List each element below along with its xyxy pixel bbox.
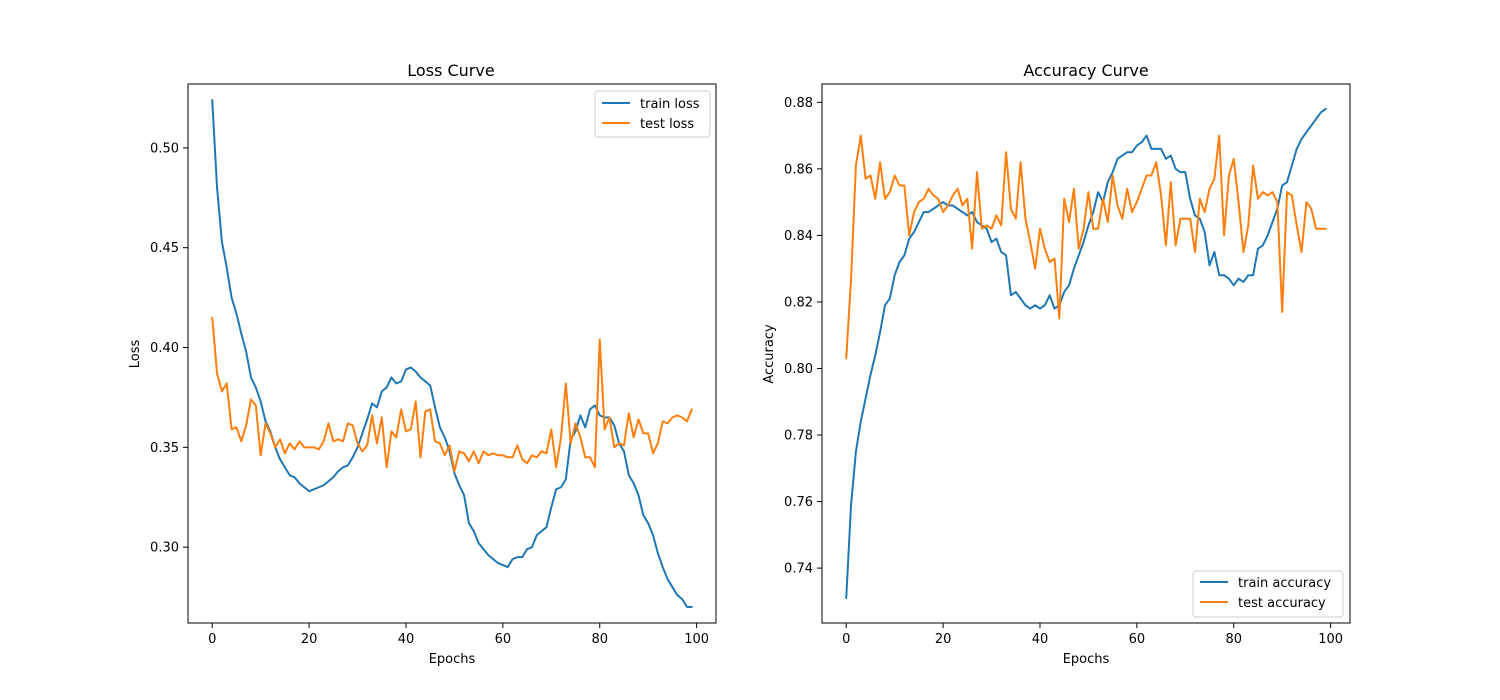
legend-label-test-accuracy: test accuracy (1238, 596, 1326, 611)
accuracy-chart-x-tick-label: 60 (1129, 632, 1146, 647)
accuracy-chart-legend: train accuracy test accuracy (1192, 570, 1344, 618)
loss-chart-y-tick-label: 0.40 (150, 341, 179, 356)
accuracy-chart-y-tick-label: 0.82 (784, 295, 813, 310)
loss-chart-x-tick-label: 60 (495, 632, 512, 647)
accuracy-chart-plot-area (845, 107, 1327, 600)
accuracy-chart-y-tick-label: 0.74 (784, 562, 813, 577)
loss-chart-x-tick-label: 40 (398, 632, 415, 647)
series-line-train-accuracy (845, 107, 1327, 600)
accuracy-chart-x-tick-label: 40 (1032, 632, 1049, 647)
accuracy-chart-axes-frame (821, 83, 1351, 624)
loss-chart: Loss Curve 0 20 40 60 80 1000.300.350.400.450… (128, 61, 717, 667)
legend-label-test-loss: test loss (640, 117, 694, 132)
accuracy-chart-y-tick-label: 0.84 (784, 229, 813, 244)
series-line-test-loss (211, 316, 693, 473)
legend-label-train-loss: train loss (640, 97, 700, 112)
accuracy-chart-y-tick-label: 0.78 (784, 429, 813, 444)
accuracy-chart-title: Accuracy Curve (1023, 61, 1148, 80)
loss-chart-y-tick-label: 0.45 (150, 241, 179, 256)
legend-label-train-accuracy: train accuracy (1238, 576, 1331, 591)
accuracy-chart: Accuracy Curve 0 20 40 60 80 1000.740.760.780… (762, 61, 1351, 667)
accuracy-chart-ticks: 0 20 40 60 80 100 0.74 0.76 0.78 0.80 0.82 0.84 0.86… (784, 96, 1343, 647)
accuracy-chart-x-tick-label: 80 (1225, 632, 1242, 647)
accuracy-chart-x-tick-label: 100 (1318, 632, 1343, 647)
accuracy-chart-y-tick-label: 0.86 (784, 162, 813, 177)
accuracy-chart-y-tick-label: 0.76 (784, 495, 813, 510)
loss-chart-plot-area (211, 98, 693, 609)
accuracy-chart-x-tick-label: 0 (842, 632, 850, 647)
accuracy-chart-y-axis-label: Accuracy (762, 324, 777, 384)
loss-chart-y-tick-label: 0.30 (150, 541, 179, 556)
loss-chart-legend: train loss test loss (594, 90, 711, 138)
accuracy-chart-legend-frame (1192, 570, 1344, 618)
loss-chart-title: Loss Curve (407, 61, 494, 80)
accuracy-chart-x-tick-label: 20 (935, 632, 952, 647)
loss-chart-x-tick-label: 100 (684, 632, 709, 647)
loss-chart-x-tick-label: 80 (591, 632, 608, 647)
accuracy-chart-y-tick-label: 0.80 (784, 362, 813, 377)
loss-chart-ticks: 0 20 40 60 80 100 0.30 0.35 0.40 0.45 0.50 (150, 141, 709, 647)
loss-chart-x-axis-label: Epochs (429, 652, 476, 667)
accuracy-chart-y-tick-label: 0.88 (784, 96, 813, 111)
series-line-test-accuracy (845, 134, 1327, 360)
loss-chart-y-tick-label: 0.50 (150, 141, 179, 156)
accuracy-chart-x-axis-label: Epochs (1063, 652, 1110, 667)
loss-chart-y-axis-label: Loss (128, 340, 143, 369)
loss-chart-y-tick-label: 0.35 (150, 441, 179, 456)
loss-chart-axes-frame (187, 83, 717, 624)
loss-chart-x-tick-label: 0 (208, 632, 216, 647)
loss-chart-x-tick-label: 20 (301, 632, 318, 647)
